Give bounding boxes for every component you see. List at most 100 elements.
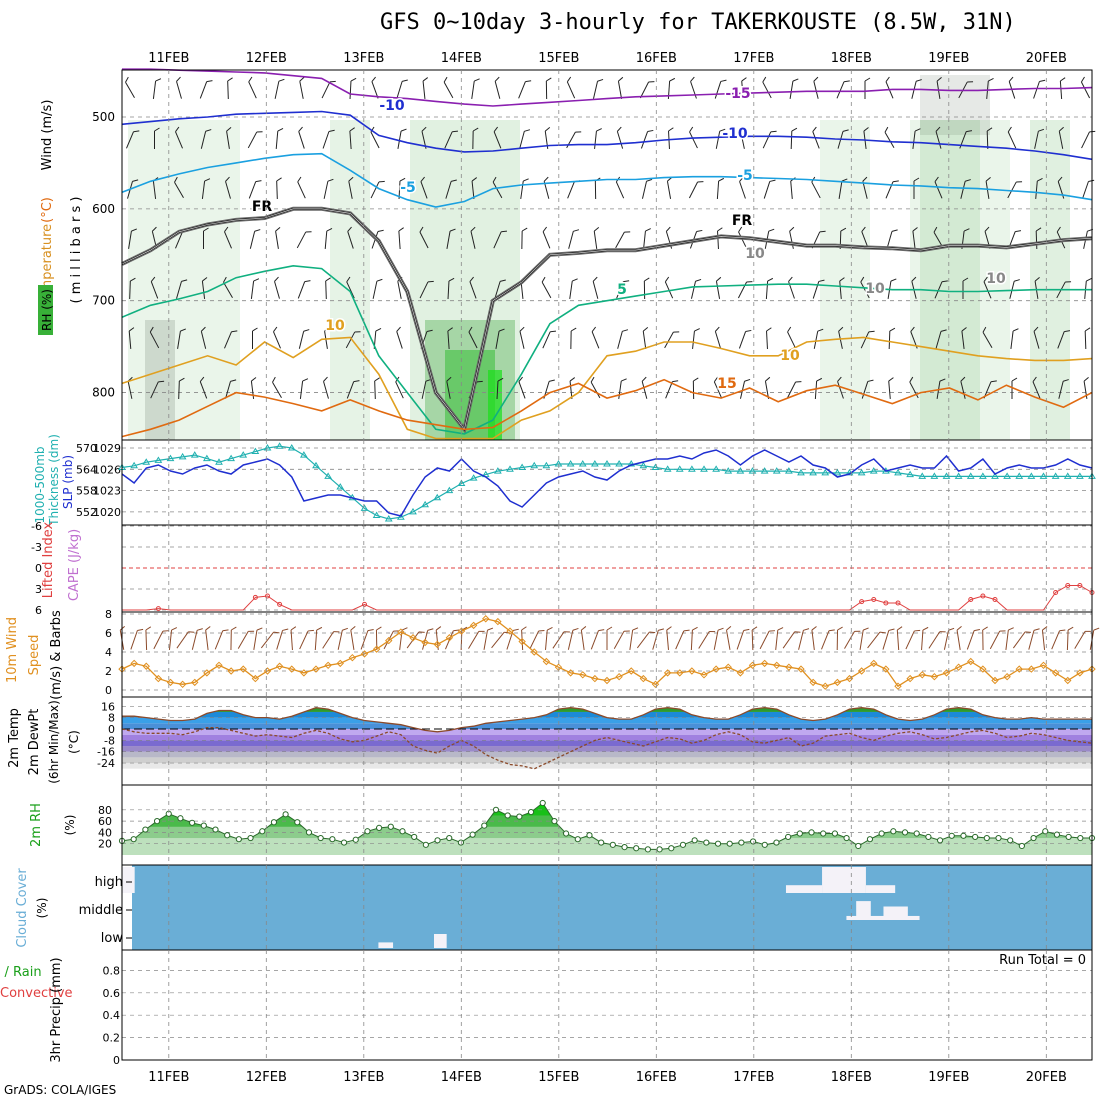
wind-barb-staff [176,81,182,99]
wind10-barb-flag [811,626,817,631]
y-tick-label: 6 [35,604,42,617]
wind-barb [594,128,602,150]
wind-barb-staff [884,131,895,149]
thickness-marker [894,468,902,476]
thickness-marker [918,472,927,479]
wind-barb-flag [990,380,997,383]
rh-marker [153,818,161,825]
wind-barb [201,178,211,199]
wind-barb-flag [765,376,771,382]
wind10-barb-staff [690,629,693,651]
wind-barb-flag [985,176,991,182]
wind-barb-staff [199,81,208,99]
wind-barb-flag [449,228,456,232]
wind10-barb-staff [1012,631,1026,649]
wind-barb-flag [421,126,427,132]
thickness-marker [639,461,648,469]
wind-barb [152,78,162,99]
wind-barb-staff [468,331,478,349]
wind-barb-flag [202,277,208,282]
x-tick-label-bottom: 13FEB [343,1070,384,1085]
wind10-speed-marker [542,657,551,666]
wind10-barb [736,628,750,650]
wind-barb-staff [321,81,331,99]
y-tick-label: 0 [105,684,112,697]
y-tick-label: -16 [97,746,115,759]
wind-barb-flag [471,177,478,182]
wind-barb-flag [744,378,751,382]
wind-barb-staff [838,181,843,199]
rh-marker [1053,831,1061,838]
wind10-barb-flag [308,629,314,632]
wind-barb-flag [275,226,281,232]
rh-marker [200,822,207,829]
wind10-barb-flag [512,628,519,631]
wind-barb-flag [1016,181,1023,183]
wind-barb [345,331,361,349]
wind-barb-staff [714,81,722,99]
wind10-barb [276,628,289,650]
wind10-barb-staff [905,630,915,650]
wind-barb-staff [250,281,255,299]
rh-marker [609,841,616,848]
wind-barb-flag [1056,226,1061,233]
wind10-speed-marker [275,662,284,670]
wind10-speed-marker [178,680,187,689]
wind-barb [935,126,942,149]
wind-barb [935,329,947,349]
thickness-marker [275,442,284,449]
wind-barb-flag [328,129,335,132]
wind10-barb-flag [290,626,297,631]
wind10-barb-flag [751,626,758,631]
wind-barb-flag [253,278,260,282]
rh-marker [878,830,885,837]
wind10-barb-staff [322,631,334,649]
wind10-barb [399,627,408,650]
wind-barb-staff [446,381,451,399]
wind-barb-staff [520,181,524,199]
wind-barb-staff [618,381,622,399]
wind-barb [349,127,355,150]
wind10-barb-staff [782,631,796,649]
wind-barb-staff [297,281,306,299]
wind-barb [765,277,774,300]
y-axis-label-lifted: Lifted Index [41,521,56,598]
wind-barb-flag [965,179,971,182]
wind10-barb [205,626,211,650]
wind-barb-staff [223,281,233,299]
wind-barb [884,126,895,149]
wind-barb [398,227,404,250]
wind-barb-staff [447,280,450,300]
wind-barb-staff [1058,131,1064,149]
y-tick-label: 0.6 [103,987,121,1000]
y-tick-label: 0.4 [103,1009,121,1022]
wind-barb-flag [644,277,650,282]
wind-barb-flag [795,381,802,383]
wind-barb-staff [275,130,279,150]
wind-barb [715,276,722,299]
thickness-marker [784,467,793,474]
wind-barb-flag [128,327,135,332]
rh-marker [726,840,733,847]
wind-barb [250,278,260,299]
wind-barb-flag [525,80,532,83]
wind-barb-staff [814,380,818,400]
wind-barb-flag [740,126,746,132]
wind10-barb-flag [794,631,801,633]
wind-barb [247,131,263,149]
wind-barb [324,326,330,349]
wind10-barb-flag [922,626,929,631]
wind-barb-staff [569,281,573,299]
wind-barb [275,128,284,150]
wind-barb-staff [615,181,625,199]
wind-barb [838,326,844,349]
wind10-barb-staff [1074,631,1086,649]
wind-barb [272,376,282,399]
wind-barb-staff [566,81,576,99]
wind-barb-flag [672,380,679,383]
wind-barb [962,277,969,299]
wind-barb [298,126,305,149]
contour-label: -10 [722,126,748,142]
wind-barb [542,226,551,249]
wind10-barb [322,631,340,649]
